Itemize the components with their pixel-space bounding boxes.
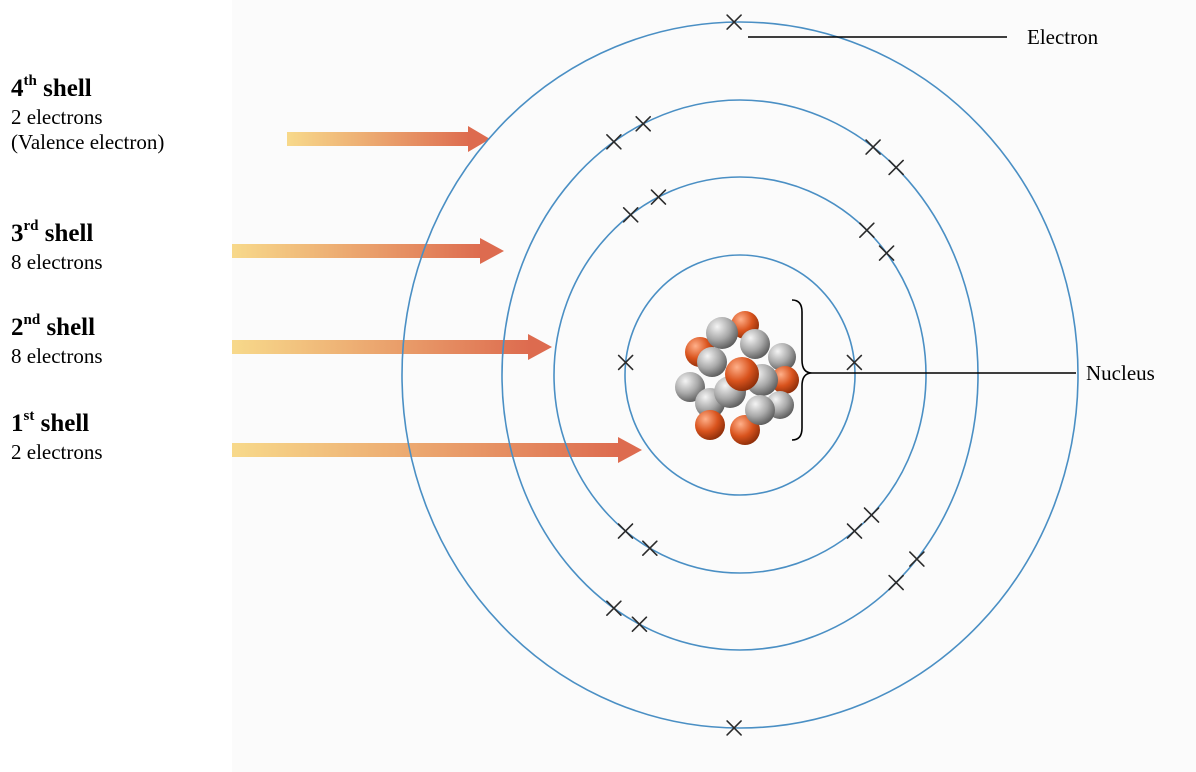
electron-marker [726, 14, 742, 30]
diagram-background [232, 0, 1196, 772]
nucleus [675, 311, 799, 445]
shell-title: 2nd shell [11, 312, 96, 341]
arrow-shell-4 [287, 126, 490, 152]
orbit-shell-4 [401, 21, 1079, 729]
shell-count: 8 electrons [11, 249, 103, 274]
electron-marker [617, 354, 634, 371]
electron-marker [635, 115, 651, 132]
proton [695, 410, 725, 440]
shell-title: 1st shell [11, 408, 90, 437]
shell-count: 2 electrons [11, 439, 103, 464]
shell-label-3: 3rd shell 8 electrons [11, 218, 103, 275]
neutron [740, 329, 770, 359]
electron-marker [642, 540, 658, 556]
nucleus-callout: Nucleus [1086, 361, 1155, 385]
proton [725, 357, 759, 391]
arrow-shell-2 [232, 334, 552, 360]
electron-marker [888, 574, 904, 591]
neutron [675, 372, 705, 402]
orbit-shell-1 [624, 254, 856, 496]
electron-marker [622, 207, 639, 223]
shell-title: 3rd shell [11, 218, 94, 247]
electron-marker [617, 523, 634, 539]
electron-marker [606, 133, 622, 150]
arrow-shell-3 [232, 238, 504, 264]
shell-count: 8 electrons [11, 343, 103, 368]
shell-title: 4th shell [11, 73, 92, 102]
electron-marker [863, 507, 880, 523]
neutron [745, 395, 775, 425]
electron-marker [631, 616, 648, 633]
electron-marker [846, 523, 863, 539]
electron-marker [606, 600, 622, 617]
neutron [768, 343, 796, 371]
electron-marker [859, 222, 875, 238]
orbit-shell-3 [501, 99, 979, 651]
electron-marker [878, 245, 895, 261]
electron-marker [846, 354, 863, 371]
electron-marker [909, 551, 925, 567]
proton [771, 366, 799, 394]
nucleus-bracket [791, 299, 813, 441]
electron-marker [650, 189, 667, 205]
neutron [697, 347, 727, 377]
shell-note: (Valence electron) [11, 130, 165, 155]
shell-label-1: 1st shell 2 electrons [11, 408, 103, 465]
electron-marker [726, 720, 742, 736]
orbit-shell-2 [553, 176, 927, 574]
shell-label-4: 4th shell 2 electrons (Valence electron) [11, 73, 165, 156]
neutron [706, 317, 738, 349]
shell-label-2: 2nd shell 8 electrons [11, 312, 103, 369]
shell-count: 2 electrons [11, 104, 103, 129]
arrow-shell-1 [232, 437, 642, 463]
electron-callout: Electron [1027, 25, 1099, 49]
electron-marker [888, 159, 904, 176]
electron-marker [865, 139, 881, 155]
